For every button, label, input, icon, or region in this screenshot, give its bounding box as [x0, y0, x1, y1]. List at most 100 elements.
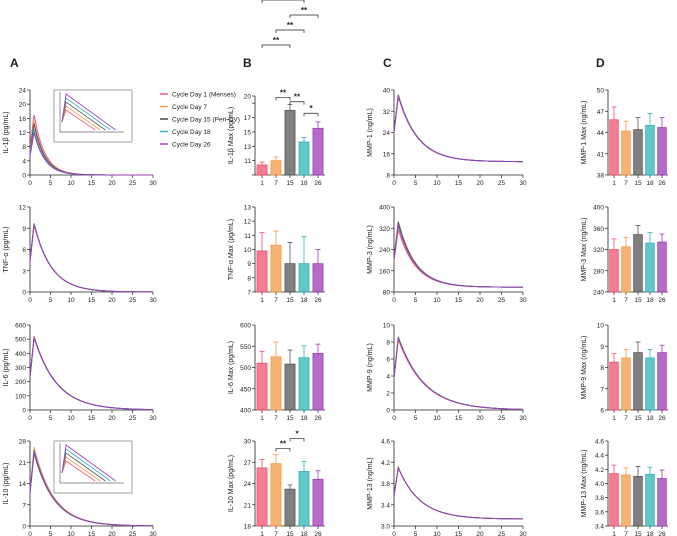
series-line-day-cycle-day-1-(menses) — [30, 336, 153, 409]
y-tick-label: 8 — [22, 144, 26, 151]
y-axis-label: TNF-α Max (pg/mL) — [228, 219, 235, 280]
x-tick-label: 0 — [28, 180, 32, 187]
series-line-day-cycle-day-1-(menses) — [30, 223, 153, 292]
bar-day-26 — [658, 128, 667, 175]
y-tick-label: 500 — [240, 365, 251, 372]
x-tick-label: 0 — [28, 531, 32, 536]
y-tick-label: 16 — [19, 116, 27, 123]
y-axis-label: TNF-α (pg/mL) — [3, 226, 10, 272]
line-chart-mmp9: 02468100 5 10 15 20 25 30MMP-9 (ng/mL) — [367, 323, 527, 423]
bar-day-15 — [285, 110, 295, 175]
y-tick-label: 8 — [386, 340, 390, 347]
x-tick-label: 10 — [433, 531, 441, 536]
x-tick-label: 0 — [28, 415, 32, 422]
series-line-day-cycle-day-26 — [30, 225, 153, 292]
series-line-day-cycle-day-18 — [394, 338, 523, 410]
x-tick-label: 7 — [624, 180, 628, 187]
y-axis-label: MMP-3 (ng/mL) — [367, 225, 374, 274]
y-tick-label: 30 — [244, 439, 252, 446]
x-tick-label: 20 — [476, 297, 484, 304]
x-tick-label: 30 — [149, 531, 157, 536]
y-axis-label: MMP-13 Max (ng/mL) — [581, 450, 588, 518]
inset-il10 — [54, 441, 132, 493]
x-tick-label: 1 — [260, 415, 264, 422]
bar-day-15 — [285, 264, 295, 292]
x-tick-label: 26 — [658, 531, 666, 536]
x-tick-label: 10 — [67, 415, 75, 422]
significance-label: * — [309, 104, 313, 113]
x-tick-label: 0 — [392, 531, 396, 536]
x-tick-label: 25 — [129, 415, 137, 422]
bar-day-26 — [313, 479, 323, 526]
line-chart-mmp1: 8162432400 5 10 15 20 25 30MMP-1 (ng/mL) — [367, 88, 527, 188]
bar-day-7 — [622, 475, 631, 526]
x-tick-label: 10 — [433, 297, 441, 304]
x-tick-label: 26 — [314, 180, 322, 187]
y-tick-label: 0 — [22, 173, 26, 180]
y-tick-label: 24 — [383, 130, 391, 137]
legend-label: Cycle Day 18 — [172, 129, 211, 136]
x-tick-label: 18 — [646, 415, 654, 422]
panel-letter-a: A — [10, 56, 19, 70]
bar-chart-il6_max: 400450500550600IL-6 Max (pg/mL)1 7 15 18 26 — [228, 323, 325, 423]
y-tick-label: 300 — [15, 365, 26, 372]
x-tick-label: 1 — [260, 180, 264, 187]
y-tick-label: 12 — [19, 205, 27, 212]
series-line-day-cycle-day-7 — [394, 339, 523, 410]
y-tick-label: 7 — [247, 290, 251, 297]
x-tick-label: 5 — [49, 180, 53, 187]
x-tick-label: 30 — [149, 180, 157, 187]
y-axis-label: IL-10 Max (pg/mL) — [228, 455, 235, 512]
y-tick-label: 41 — [597, 151, 605, 158]
x-tick-label: 25 — [498, 180, 506, 187]
y-tick-label: 32 — [383, 109, 391, 116]
bar-day-15 — [634, 130, 643, 175]
y-tick-label: 4.2 — [595, 467, 604, 474]
y-tick-label: 13 — [244, 144, 252, 151]
y-tick-label: 240 — [379, 247, 390, 254]
x-tick-label: 20 — [108, 415, 116, 422]
significance-label: ** — [273, 36, 280, 45]
x-tick-label: 18 — [646, 531, 654, 536]
bar-chart-il10_max: 1821242730IL-10 Max (pg/mL)Cycle Day1715… — [228, 429, 325, 536]
x-tick-label: 15 — [634, 415, 642, 422]
series-line-day-cycle-day-1-(menses) — [394, 339, 523, 409]
bar-day-15 — [634, 353, 643, 410]
x-tick-label: 18 — [300, 531, 308, 536]
y-tick-label: 8 — [386, 173, 390, 180]
y-tick-label: 18 — [244, 524, 252, 531]
bar-day-15 — [634, 476, 643, 526]
y-tick-label: 0 — [22, 524, 26, 531]
bar-day-1 — [610, 362, 619, 410]
series-line-day-cycle-day-1-(menses) — [394, 230, 523, 288]
bar-day-26 — [313, 264, 323, 292]
y-tick-label: 14 — [19, 481, 27, 488]
bar-day-18 — [299, 471, 309, 526]
x-tick-label: 15 — [634, 297, 642, 304]
significance-label: ** — [287, 21, 294, 30]
y-tick-label: 0 — [22, 290, 26, 297]
x-tick-label: 1 — [260, 297, 264, 304]
x-tick-label: 30 — [519, 297, 527, 304]
y-tick-label: 600 — [15, 323, 26, 330]
y-axis-label: MMP-13 (ng/mL) — [367, 457, 374, 510]
series-line-day-cycle-day-26 — [30, 337, 153, 410]
x-tick-label: 5 — [49, 531, 53, 536]
y-tick-label: 8 — [600, 365, 604, 372]
series-line-day-cycle-day-1-(menses) — [394, 97, 523, 162]
y-tick-label: 21 — [244, 502, 252, 509]
y-tick-label: 44 — [597, 130, 605, 137]
x-tick-label: 7 — [624, 297, 628, 304]
legend-label: Cycle Day 26 — [172, 142, 211, 149]
y-tick-label: 38 — [597, 173, 605, 180]
bar-day-26 — [658, 242, 667, 292]
bar-day-1 — [257, 468, 267, 526]
y-tick-label: 4 — [22, 158, 26, 165]
bar-day-18 — [646, 125, 655, 175]
x-tick-label: 30 — [149, 297, 157, 304]
inset-il1b — [54, 90, 132, 142]
x-tick-label: 30 — [149, 415, 157, 422]
y-tick-label: 24 — [19, 88, 27, 95]
x-tick-label: 25 — [498, 531, 506, 536]
series-line-day-cycle-day-18 — [30, 337, 153, 409]
